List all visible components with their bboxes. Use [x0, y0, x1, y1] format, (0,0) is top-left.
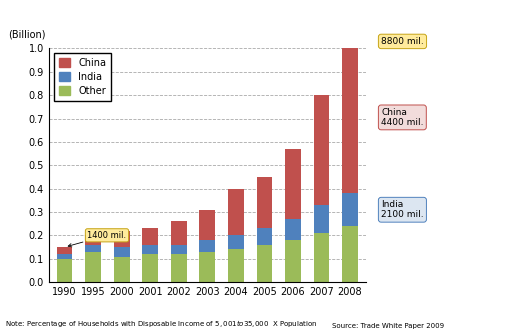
Bar — [57, 247, 73, 254]
Bar — [171, 245, 186, 254]
Bar — [171, 221, 186, 245]
Bar — [285, 240, 301, 282]
Bar — [256, 228, 272, 245]
Bar — [142, 254, 158, 282]
Bar — [142, 228, 158, 245]
Bar — [342, 193, 358, 226]
Text: (Billion): (Billion) — [8, 29, 45, 39]
Text: 1400 mil.: 1400 mil. — [68, 231, 127, 247]
Bar — [85, 245, 101, 252]
Bar — [199, 210, 215, 240]
Text: Figure 1: Asian Households with Disposable Income of More than $5,000*: Figure 1: Asian Households with Disposab… — [6, 13, 480, 22]
Bar — [199, 240, 215, 252]
Text: Note: Percentage of Households with Disposable Income of $5,001 to $35,000  X Po: Note: Percentage of Households with Disp… — [5, 318, 318, 329]
Bar — [314, 205, 329, 233]
Bar — [228, 189, 244, 235]
Bar — [57, 254, 73, 259]
Text: China
4400 mil.: China 4400 mil. — [381, 108, 424, 127]
Bar — [171, 254, 186, 282]
Text: India
2100 mil.: India 2100 mil. — [381, 200, 424, 219]
Bar — [142, 245, 158, 254]
Bar — [199, 252, 215, 282]
Bar — [256, 245, 272, 282]
Bar — [114, 247, 130, 257]
Bar — [314, 95, 329, 205]
Bar — [342, 41, 358, 193]
Bar — [285, 219, 301, 240]
Bar — [114, 231, 130, 247]
Bar — [57, 259, 73, 282]
Bar — [228, 235, 244, 249]
Bar — [85, 252, 101, 282]
Bar — [114, 257, 130, 282]
Bar — [228, 249, 244, 282]
Bar — [314, 233, 329, 282]
Bar — [256, 177, 272, 228]
Bar — [342, 226, 358, 282]
Bar — [85, 235, 101, 245]
Legend: China, India, Other: China, India, Other — [54, 53, 111, 101]
Text: Source: Trade White Paper 2009: Source: Trade White Paper 2009 — [332, 323, 444, 329]
Text: 8800 mil.: 8800 mil. — [381, 37, 424, 46]
Bar — [285, 149, 301, 219]
